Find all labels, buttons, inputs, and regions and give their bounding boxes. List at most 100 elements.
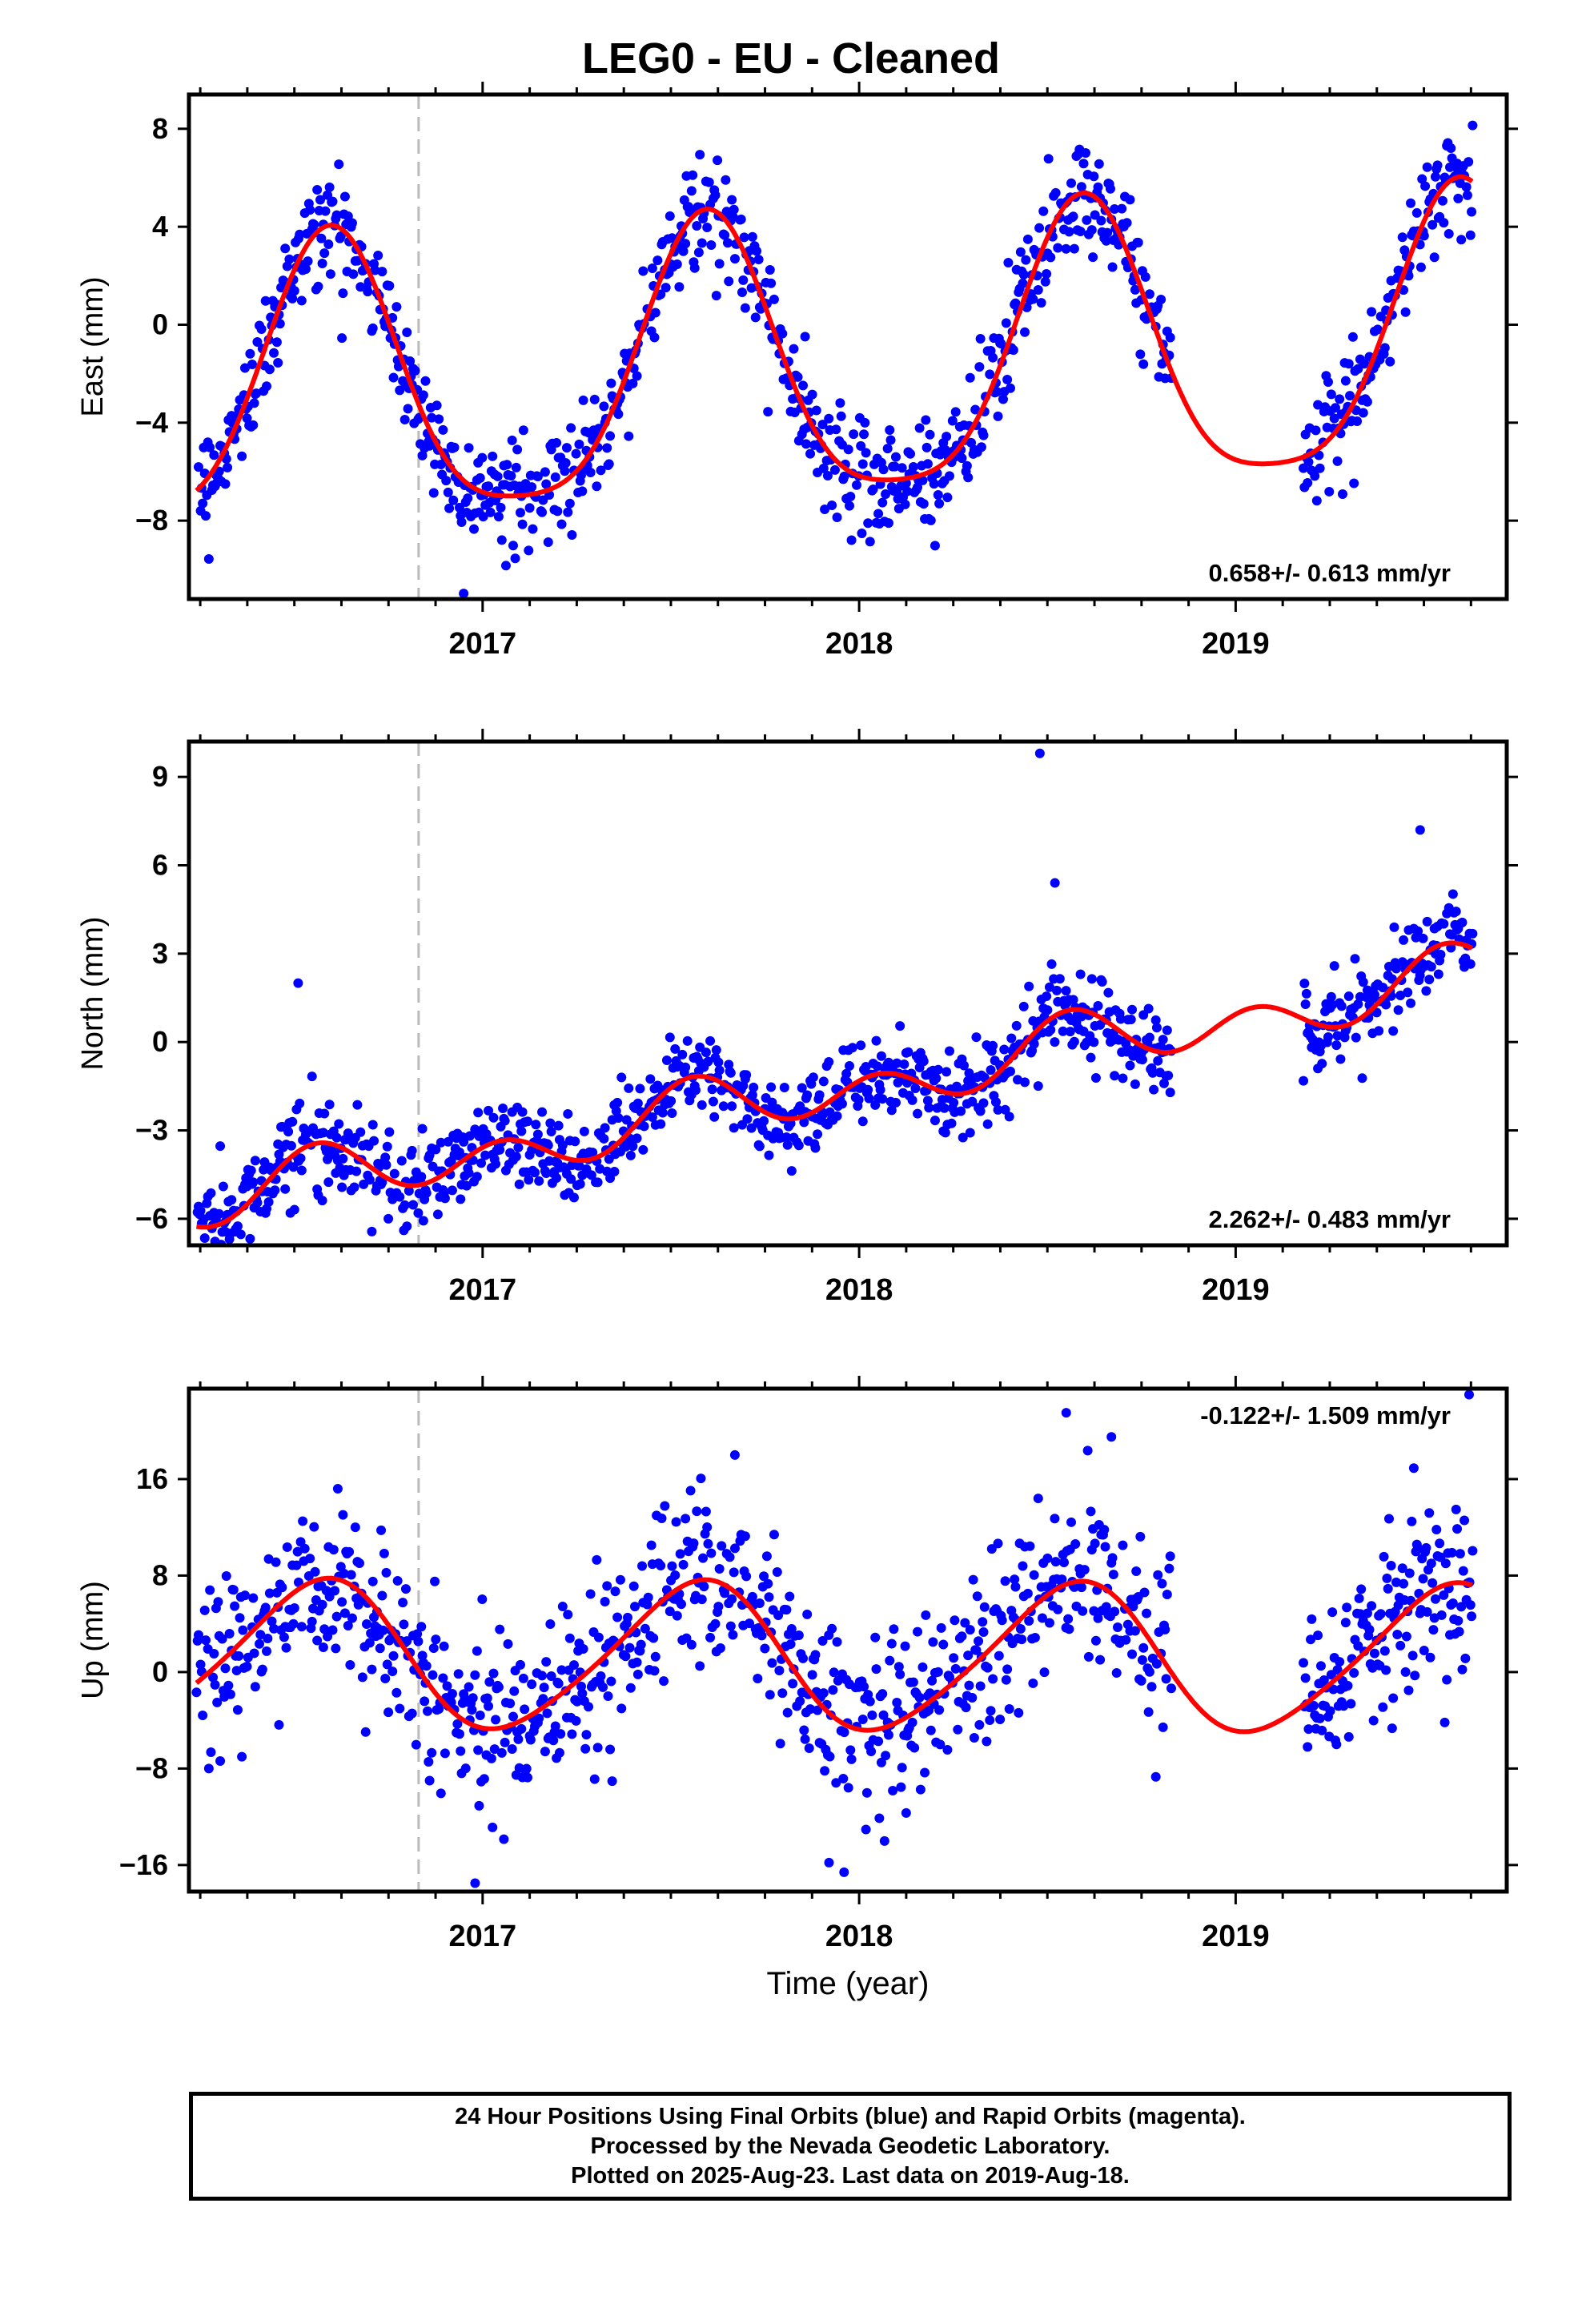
data-point bbox=[1029, 1039, 1039, 1049]
data-point bbox=[1018, 1001, 1029, 1011]
data-point bbox=[817, 420, 828, 430]
data-point bbox=[479, 1774, 489, 1784]
data-point bbox=[232, 1705, 243, 1715]
data-point bbox=[763, 1578, 773, 1589]
data-point bbox=[971, 1032, 982, 1043]
data-point bbox=[1391, 1577, 1402, 1587]
fit-curve bbox=[195, 1575, 1473, 1735]
data-point bbox=[877, 1094, 888, 1104]
data-point bbox=[585, 467, 596, 477]
data-point bbox=[774, 1666, 785, 1676]
data-point bbox=[589, 1774, 600, 1784]
data-point bbox=[420, 1696, 430, 1707]
data-point bbox=[383, 1707, 394, 1718]
data-point bbox=[331, 1132, 342, 1143]
data-point bbox=[839, 471, 849, 481]
data-point bbox=[632, 1133, 642, 1144]
data-point bbox=[1340, 376, 1351, 386]
data-point bbox=[1339, 1701, 1349, 1711]
data-point bbox=[378, 1625, 388, 1635]
data-point bbox=[964, 1680, 974, 1691]
data-point bbox=[313, 281, 323, 292]
data-point bbox=[1042, 268, 1052, 279]
data-point bbox=[747, 1090, 757, 1100]
data-point bbox=[968, 1574, 978, 1585]
data-point bbox=[399, 1619, 409, 1630]
data-point bbox=[789, 344, 799, 354]
data-point bbox=[934, 1705, 945, 1715]
data-point bbox=[1149, 1084, 1159, 1095]
data-point bbox=[1110, 1606, 1120, 1617]
data-point bbox=[546, 1671, 556, 1682]
data-point bbox=[642, 1599, 652, 1610]
data-point bbox=[1362, 1608, 1372, 1618]
data-point bbox=[929, 479, 939, 489]
data-point bbox=[607, 1776, 617, 1787]
data-point bbox=[334, 1119, 344, 1129]
data-point bbox=[1160, 1624, 1170, 1634]
data-point bbox=[793, 372, 803, 382]
data-point bbox=[1395, 991, 1406, 1001]
data-point bbox=[969, 1732, 979, 1743]
data-point bbox=[410, 365, 420, 376]
data-point bbox=[639, 1121, 649, 1132]
data-point bbox=[318, 1128, 328, 1138]
data-point bbox=[1117, 203, 1127, 214]
data-point bbox=[1138, 1642, 1149, 1653]
data-point bbox=[438, 1673, 448, 1683]
data-point bbox=[568, 1192, 579, 1203]
data-point bbox=[1464, 157, 1474, 167]
data-point bbox=[475, 472, 485, 483]
data-point bbox=[921, 1610, 931, 1620]
data-point bbox=[1426, 962, 1436, 972]
data-point bbox=[262, 381, 272, 392]
data-point bbox=[921, 442, 932, 452]
data-point bbox=[793, 1140, 804, 1151]
data-point bbox=[1093, 1001, 1103, 1011]
data-point bbox=[206, 1747, 216, 1757]
data-point bbox=[1125, 195, 1135, 205]
data-point bbox=[484, 481, 494, 492]
data-point bbox=[237, 451, 247, 461]
data-point bbox=[773, 1610, 784, 1620]
data-point bbox=[1090, 210, 1100, 220]
data-point bbox=[1020, 1077, 1030, 1088]
data-point bbox=[844, 1061, 854, 1072]
data-point bbox=[1002, 375, 1013, 385]
data-point bbox=[274, 1719, 284, 1730]
data-point bbox=[552, 1173, 562, 1184]
data-point bbox=[886, 1638, 897, 1649]
data-point bbox=[765, 264, 775, 275]
data-point bbox=[986, 1706, 996, 1716]
data-point bbox=[1010, 298, 1021, 308]
data-point bbox=[800, 1734, 810, 1744]
data-point bbox=[974, 1719, 985, 1730]
data-point bbox=[990, 1097, 1001, 1108]
data-point bbox=[1367, 1601, 1377, 1611]
data-point bbox=[702, 1522, 713, 1533]
data-point bbox=[857, 1715, 868, 1725]
data-point bbox=[1386, 1561, 1396, 1571]
data-point bbox=[309, 219, 319, 230]
data-point bbox=[1153, 1570, 1163, 1580]
data-point bbox=[870, 1632, 881, 1642]
data-point bbox=[841, 1068, 852, 1079]
data-point bbox=[1042, 1005, 1053, 1015]
data-point bbox=[287, 1116, 298, 1127]
data-point bbox=[456, 517, 467, 527]
data-point bbox=[888, 1786, 898, 1796]
data-point bbox=[724, 276, 734, 287]
data-point bbox=[1456, 235, 1467, 245]
data-point bbox=[477, 452, 488, 463]
data-point bbox=[946, 1118, 957, 1128]
data-point bbox=[629, 1602, 640, 1612]
data-point bbox=[312, 1635, 323, 1646]
data-point bbox=[1389, 922, 1399, 932]
data-point bbox=[382, 1659, 392, 1670]
data-point bbox=[1443, 228, 1454, 239]
data-point bbox=[543, 537, 553, 548]
data-point bbox=[269, 1623, 279, 1634]
data-point bbox=[708, 1096, 718, 1107]
data-point bbox=[1401, 1631, 1411, 1642]
data-point bbox=[596, 1671, 606, 1681]
